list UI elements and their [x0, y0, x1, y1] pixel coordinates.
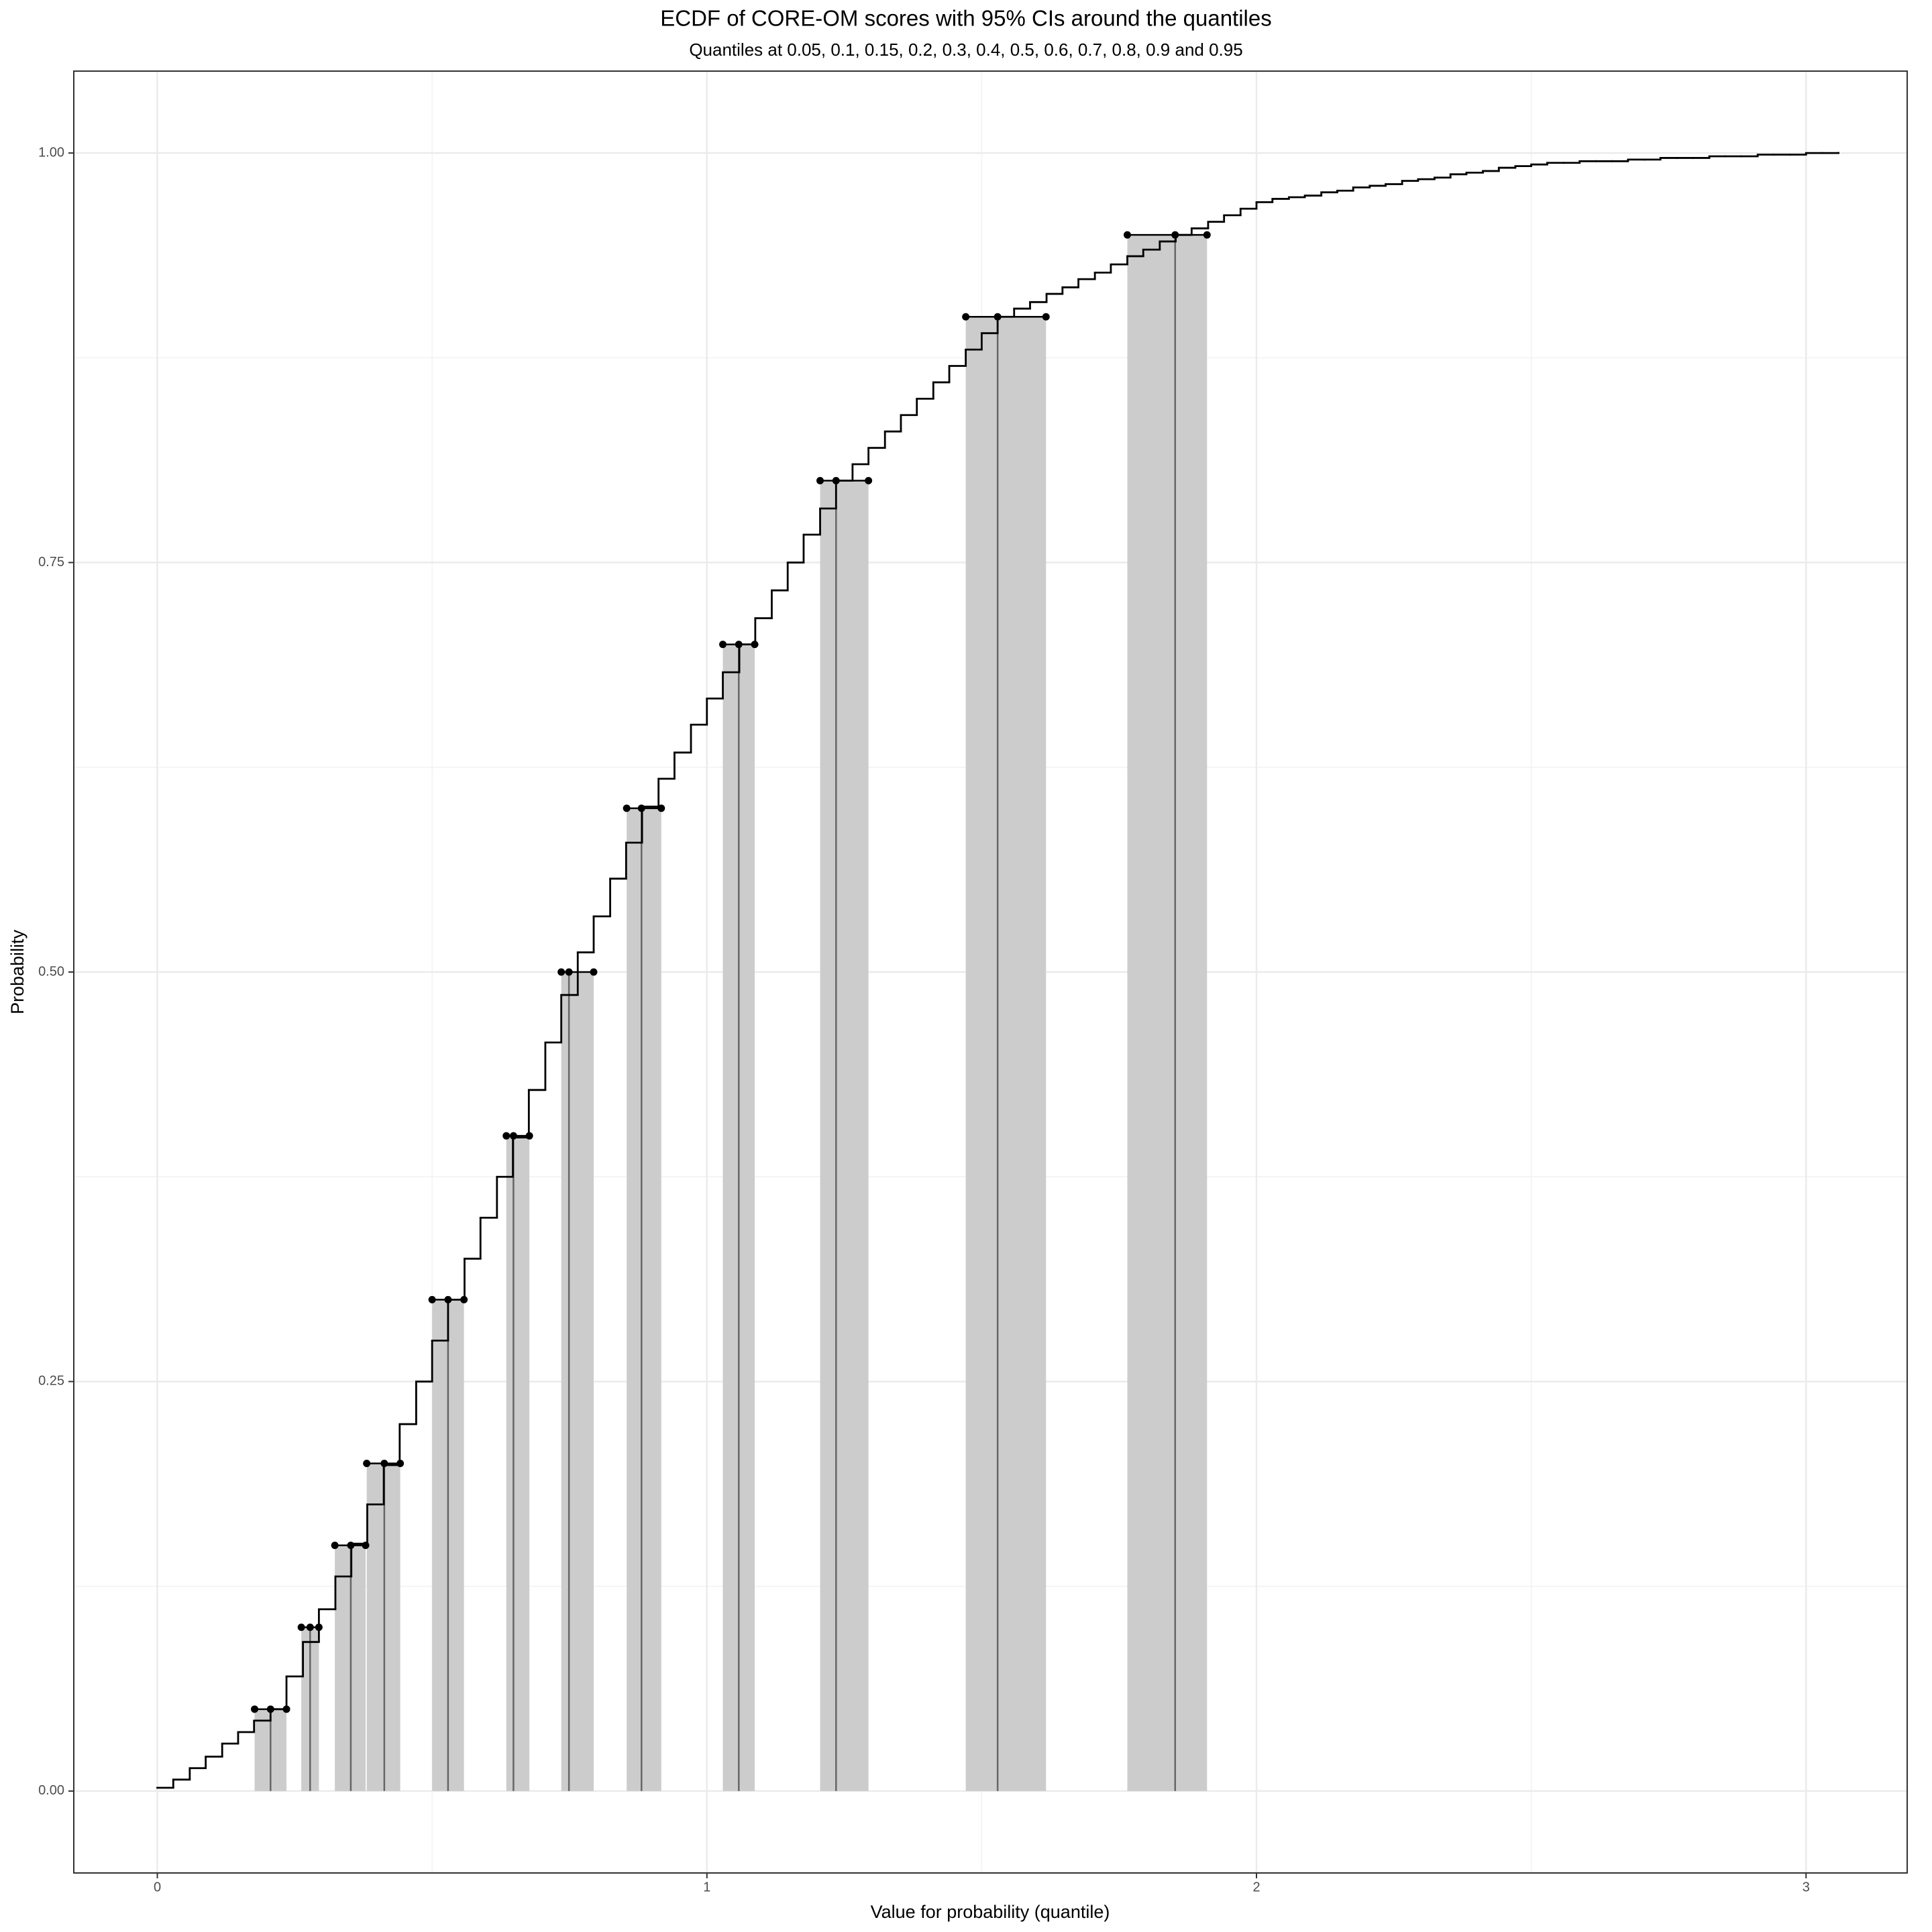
y-tick-label: 0.75: [38, 555, 64, 570]
ci-point: [1123, 231, 1131, 239]
x-tick-label: 1: [703, 1880, 710, 1894]
x-tick-label: 0: [154, 1880, 161, 1894]
y-axis-title: Probability: [7, 929, 28, 1014]
ci-point: [1171, 231, 1179, 239]
ci-point: [306, 1623, 314, 1631]
y-tick-label: 0.50: [38, 964, 64, 979]
ci-point: [444, 1295, 452, 1303]
ci-point: [623, 804, 631, 812]
ci-point: [266, 1705, 274, 1713]
ci-point: [282, 1705, 290, 1713]
ci-point: [363, 1460, 371, 1468]
ci-point: [347, 1542, 355, 1550]
ci-band: [820, 480, 869, 1791]
chart-subtitle: Quantiles at 0.05, 0.1, 0.15, 0.2, 0.3, …: [689, 40, 1242, 60]
ci-point: [509, 1132, 517, 1140]
ci-point: [994, 313, 1002, 321]
ci-point: [380, 1460, 388, 1468]
ci-band: [627, 808, 661, 1791]
panel-border: [73, 70, 1908, 1874]
ci-point: [832, 476, 840, 484]
x-axis-title: Value for probability (quantile): [871, 1902, 1110, 1922]
ci-band: [1127, 235, 1208, 1791]
ci-point: [251, 1705, 259, 1713]
ci-point: [525, 1132, 533, 1140]
ci-point: [331, 1542, 339, 1550]
ci-point: [816, 476, 824, 484]
ci-point: [657, 804, 665, 812]
x-tick-label: 2: [1252, 1880, 1260, 1894]
y-tick-label: 0.00: [38, 1783, 64, 1798]
ci-point: [865, 476, 873, 484]
ci-point: [362, 1542, 370, 1550]
y-tick-label: 0.25: [38, 1374, 64, 1389]
ci-point: [557, 968, 566, 976]
ci-point: [735, 641, 743, 649]
ci-band: [561, 972, 594, 1791]
ci-point: [751, 641, 759, 649]
ci-point: [637, 804, 645, 812]
x-tick-label: 3: [1803, 1880, 1810, 1894]
ci-point: [1042, 313, 1050, 321]
y-tick-label: 1.00: [38, 145, 64, 160]
ci-point: [565, 968, 573, 976]
ci-point: [719, 641, 727, 649]
ci-point: [460, 1295, 468, 1303]
ci-band: [506, 1136, 530, 1791]
ci-point: [590, 968, 598, 976]
chart-title: ECDF of CORE-OM scores with 95% CIs arou…: [660, 6, 1272, 31]
ci-point: [962, 313, 970, 321]
ci-point: [1203, 231, 1211, 239]
ci-point: [297, 1623, 305, 1631]
ci-point: [502, 1132, 511, 1140]
ci-point: [396, 1460, 405, 1468]
ci-point: [428, 1295, 436, 1303]
ci-band: [965, 317, 1046, 1791]
ci-point: [315, 1623, 323, 1631]
